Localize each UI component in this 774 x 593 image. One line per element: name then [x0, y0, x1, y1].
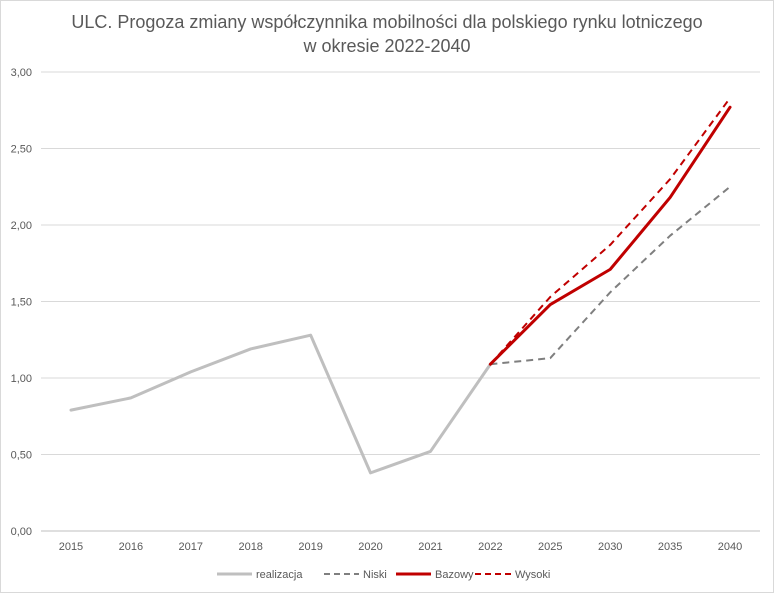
x-tick-label: 2017	[179, 541, 203, 553]
y-tick-label: 1,00	[11, 373, 32, 385]
x-tick-label: 2015	[59, 541, 83, 553]
legend-label-niski: Niski	[363, 569, 387, 581]
legend-label-realizacja: realizacja	[256, 569, 303, 581]
x-tick-label: 2021	[418, 541, 442, 553]
x-tick-label: 2022	[478, 541, 502, 553]
x-tick-label: 2018	[238, 541, 262, 553]
x-axis: 2015 2016 2017 2018 2019 2020 2021 2022 2025 2030…	[59, 541, 743, 553]
y-axis-ticks: 0,00 0,50 1,00 1,50 2,00 2,50 3,00	[11, 67, 32, 538]
series-line-realizacja	[69, 333, 492, 475]
x-tick-label: 2025	[538, 541, 562, 553]
legend-label-bazowy: Bazowy	[435, 569, 474, 581]
legend: realizacja Niski Bazowy Wysoki	[217, 569, 550, 581]
y-tick-label: 1,50	[11, 297, 32, 309]
chart-title-line-2: w okresie 2022-2040	[303, 36, 471, 56]
x-tick-label: 2035	[658, 541, 682, 553]
x-tick-label: 2019	[298, 541, 322, 553]
gridlines	[41, 71, 760, 532]
x-tick-label: 2040	[718, 541, 742, 553]
x-tick-label: 2030	[598, 541, 622, 553]
series-line-bazowy	[488, 105, 732, 366]
series-line-niski	[490, 185, 731, 366]
series-line-wysoki	[489, 97, 731, 365]
y-tick-label: 3,00	[11, 67, 32, 79]
y-tick-label: 0,50	[11, 450, 32, 462]
legend-label-wysoki: Wysoki	[515, 569, 550, 581]
y-tick-label: 0,00	[11, 526, 32, 538]
x-tick-label: 2020	[358, 541, 382, 553]
y-tick-label: 2,00	[11, 220, 32, 232]
x-tick-label: 2016	[119, 541, 143, 553]
y-tick-label: 2,50	[11, 144, 32, 156]
chart-title: ULC. Progoza zmiany współczynnika mobiln…	[0, 10, 774, 58]
series-lines	[69, 97, 732, 475]
chart-title-line-1: ULC. Progoza zmiany współczynnika mobiln…	[71, 12, 703, 32]
